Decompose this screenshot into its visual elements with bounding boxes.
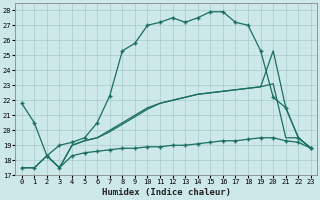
X-axis label: Humidex (Indice chaleur): Humidex (Indice chaleur) <box>102 188 231 197</box>
